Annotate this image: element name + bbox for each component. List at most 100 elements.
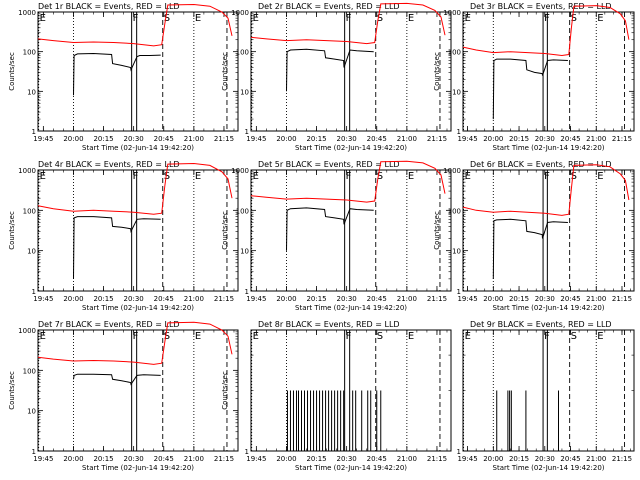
event-marker-label: F — [133, 171, 139, 182]
event-marker-label: E — [465, 331, 471, 342]
x-tick-label: 20:15 — [93, 295, 113, 303]
event-marker-label: F — [133, 331, 139, 342]
y-tick-label: 1 — [457, 128, 461, 136]
x-tick-label: 20:30 — [337, 295, 357, 303]
y-tick-label: 1000 — [231, 167, 249, 175]
x-tick-label: 20:30 — [535, 295, 555, 303]
lld-rate-line — [250, 160, 446, 203]
event-marker-label: E — [40, 13, 46, 24]
y-tick-label: 1000 — [231, 9, 249, 17]
x-tick-label: 21:15 — [427, 455, 447, 463]
event-marker-label: S — [377, 331, 383, 342]
plot-frame — [37, 169, 239, 292]
event-marker-label: F — [346, 13, 352, 24]
chart-panel-5: Det 5r BLACK = Events, RED = LLD 1 10 100 10… — [221, 160, 452, 312]
chart-panel-2: Det 2r BLACK = Events, RED = LLD 1 10 100 10… — [221, 2, 452, 152]
x-tick-label: 20:15 — [509, 455, 529, 463]
x-tick-label: 20:00 — [63, 135, 83, 143]
y-tick-label: 1000 — [443, 167, 461, 175]
event-rate-line — [492, 58, 568, 120]
event-rate-line — [286, 48, 374, 92]
x-tick-label: 20:45 — [367, 455, 387, 463]
event-marker-label: S — [164, 13, 170, 24]
y-tick-label: 10 — [27, 408, 36, 416]
x-tick-label: 21:15 — [612, 135, 632, 143]
x-tick-label: 21:00 — [397, 295, 417, 303]
event-marker-label: E — [597, 171, 603, 182]
x-tick-label: 21:00 — [184, 295, 204, 303]
y-tick-label: 10 — [240, 88, 249, 96]
x-tick-label: 21:15 — [612, 455, 632, 463]
y-tick-label: 100 — [23, 367, 36, 375]
chart-panel-6: Det 6r BLACK = Events, RED = LLD 1 10 100 10… — [433, 160, 635, 312]
event-marker-label: E — [408, 171, 414, 182]
x-tick-label: 19:45 — [33, 295, 53, 303]
event-marker-label: S — [571, 13, 577, 24]
x-tick-label: 20:30 — [124, 295, 144, 303]
x-tick-label: 19:45 — [33, 455, 53, 463]
x-tick-label: 20:45 — [560, 455, 580, 463]
x-tick-label: 20:00 — [63, 295, 83, 303]
y-tick-label: 10 — [452, 88, 461, 96]
x-tick-label: 20:15 — [93, 455, 113, 463]
x-tick-label: 20:30 — [535, 455, 555, 463]
x-tick-label: 19:45 — [33, 135, 53, 143]
x-tick-label: 21:15 — [612, 295, 632, 303]
chart-title: Det 5r BLACK = Events, RED = LLD — [258, 160, 400, 169]
x-tick-label: 21:00 — [586, 455, 606, 463]
x-tick-label: 20:15 — [509, 135, 529, 143]
chart-title: Det 8r BLACK = Events, RED = LLD — [258, 320, 400, 329]
x-tick-label: 20:45 — [154, 135, 174, 143]
chart-panel-3: Det 3r BLACK = Events, RED = LLD 1 10 100 10… — [433, 2, 635, 152]
y-tick-label: 1000 — [18, 327, 36, 335]
x-tick-label: 20:45 — [154, 295, 174, 303]
chart-panel-9: Det 9r BLACK = Events, RED = LLD 119:45 20… — [457, 320, 635, 472]
chart-title: Det 4r BLACK = Events, RED = LLD — [38, 160, 180, 169]
x-axis-label: Start Time (02-Jun-14 19:42:20) — [82, 304, 194, 312]
x-tick-label: 21:15 — [214, 295, 234, 303]
y-tick-label: 100 — [23, 49, 36, 57]
y-tick-label: 1 — [245, 448, 249, 456]
x-tick-label: 20:00 — [276, 135, 296, 143]
y-tick-label: 1 — [32, 288, 36, 296]
event-marker-label: E — [465, 171, 471, 182]
x-tick-label: 21:00 — [397, 455, 417, 463]
y-axis-label: Counts/sec — [221, 211, 229, 250]
event-marker-label: E — [597, 331, 603, 342]
lld-rate-line — [37, 3, 233, 47]
event-rate-line — [73, 52, 161, 96]
y-axis-label: Counts/sec — [221, 371, 229, 410]
y-tick-label: 1 — [457, 448, 461, 456]
plot-frame — [462, 11, 635, 132]
x-tick-label: 20:30 — [535, 135, 555, 143]
chart-title: Det 6r BLACK = Events, RED = LLD — [470, 160, 612, 169]
event-marker-label: E — [40, 171, 46, 182]
x-tick-label: 21:15 — [214, 455, 234, 463]
event-marker-label: S — [377, 13, 383, 24]
event-marker-label: E — [465, 13, 471, 24]
x-axis-label: Start Time (02-Jun-14 19:42:20) — [493, 464, 605, 472]
event-marker-label: F — [346, 331, 352, 342]
y-tick-label: 1000 — [443, 9, 461, 17]
y-axis-label: Counts/sec — [8, 52, 16, 91]
plot-frame — [250, 169, 452, 292]
y-tick-label: 1 — [32, 128, 36, 136]
x-tick-label: 20:00 — [483, 135, 503, 143]
event-marker-label: E — [253, 331, 259, 342]
event-marker-label: E — [253, 13, 259, 24]
y-tick-label: 100 — [236, 49, 249, 57]
x-tick-label: 21:00 — [184, 135, 204, 143]
event-marker-label: E — [408, 331, 414, 342]
x-tick-label: 20:15 — [93, 135, 113, 143]
y-axis-label: Counts/sec — [8, 211, 16, 250]
x-tick-label: 20:15 — [509, 295, 529, 303]
x-tick-label: 20:30 — [124, 455, 144, 463]
y-tick-label: 10 — [452, 248, 461, 256]
x-tick-label: 20:15 — [306, 455, 326, 463]
chart-title: Det 7r BLACK = Events, RED = LLD — [38, 320, 180, 329]
y-tick-label: 100 — [448, 49, 461, 57]
x-tick-label: 21:00 — [586, 135, 606, 143]
chart-panel-7: Det 7r BLACK = Events, RED = LLD 1 10 100 10… — [8, 320, 239, 472]
x-tick-label: 21:15 — [214, 135, 234, 143]
